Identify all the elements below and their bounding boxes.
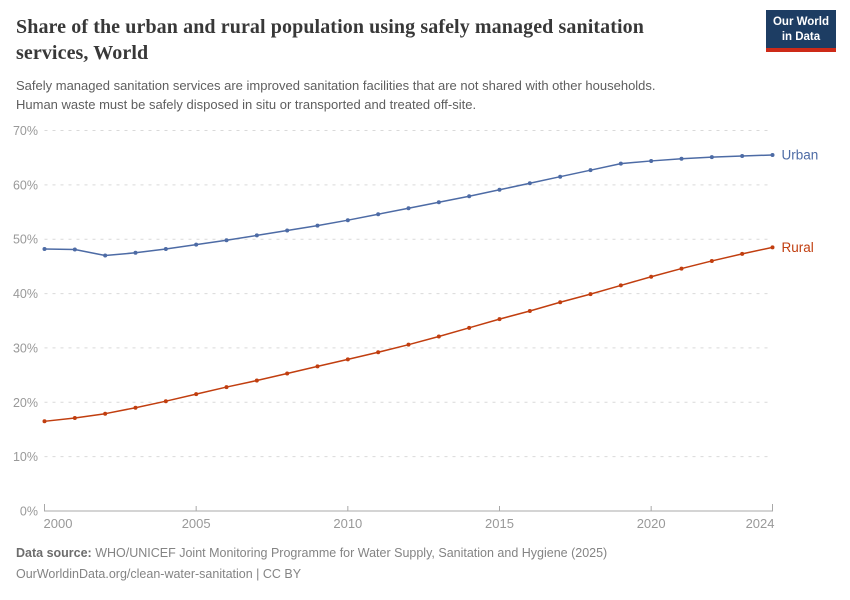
rural-point-2002[interactable] [103,411,108,416]
rural-point-2013[interactable] [436,334,441,339]
urban-point-2018[interactable] [588,168,593,173]
owid-logo-line2: in Data [781,30,821,43]
license-text: CC BY [262,566,302,581]
owid-logo-line1: Our World [772,16,829,28]
urban-point-2003[interactable] [133,250,138,255]
urban-point-2000[interactable] [42,246,47,251]
rural-point-2021[interactable] [679,266,684,271]
rural-point-2016[interactable] [527,308,532,313]
urban-point-2012[interactable] [406,206,411,211]
chart-subtitle: Safely managed sanitation services are i… [16,76,761,115]
rural-point-2005[interactable] [194,392,199,397]
rural-point-2007[interactable] [254,378,259,383]
rural-point-2022[interactable] [709,258,714,263]
rural-point-2004[interactable] [163,399,168,404]
data-source-line: Data source: WHO/UNICEF Joint Monitoring… [16,543,607,564]
urban-point-2021[interactable] [679,156,684,161]
rural-point-2012[interactable] [406,342,411,347]
urban-point-2022[interactable] [709,155,714,160]
data-source-text: WHO/UNICEF Joint Monitoring Programme fo… [91,546,608,560]
rural-point-2000[interactable] [42,419,47,424]
urban-point-2019[interactable] [618,161,623,166]
urban-point-2015[interactable] [497,187,502,192]
x-axis-line [44,504,773,512]
y-tick-label-50: 50% [13,233,38,247]
chart-subtitle-line1: Safely managed sanitation services are i… [16,77,656,93]
y-tick-label-60: 60% [13,178,38,192]
chart-subtitle-line2: Human waste must be safely disposed in s… [16,97,477,113]
rural-point-2010[interactable] [345,357,350,362]
rural-point-2019[interactable] [618,283,623,288]
rural-point-2014[interactable] [467,325,472,330]
x-tick-label-2020: 2020 [637,516,666,531]
urban-point-2024[interactable] [770,152,775,157]
urban-point-2007[interactable] [254,233,259,238]
rural-point-2008[interactable] [285,371,290,376]
rural-point-2020[interactable] [649,274,654,279]
urban-point-2004[interactable] [163,246,168,251]
y-tick-label-40: 40% [13,287,38,301]
x-tick-label-2005: 2005 [182,516,211,531]
data-source-label: Data source: [16,546,92,560]
y-tick-label-20: 20% [13,396,38,410]
chart-title: Share of the urban and rural population … [16,14,761,67]
urban-point-2005[interactable] [194,242,199,247]
attribution-line: OurWorldinData.org/clean-water-sanitatio… [16,564,607,585]
x-tick-label-2015: 2015 [485,516,514,531]
urban-point-2023[interactable] [740,154,745,159]
chart-footer: Data source: WHO/UNICEF Joint Monitoring… [16,543,607,584]
rural-point-2009[interactable] [315,364,320,369]
license-separator: | [252,566,263,581]
x-tick-label-2010: 2010 [333,516,362,531]
rural-point-2018[interactable] [588,292,593,297]
rural-series-line[interactable] [44,246,773,423]
rural-point-2001[interactable] [72,416,77,421]
chart-header: Share of the urban and rural population … [16,14,761,115]
rural-point-2023[interactable] [740,251,745,256]
urban-point-2014[interactable] [467,194,472,199]
urban-series-label[interactable]: Urban [782,147,819,162]
x-tick-label-2000: 2000 [44,516,73,531]
y-tick-label-70: 70% [13,124,38,138]
urban-point-2013[interactable] [436,200,441,205]
y-tick-label-0: 0% [20,505,38,519]
rural-point-2024[interactable] [770,245,775,250]
urban-point-2008[interactable] [285,228,290,233]
chart-title-line1: Share of the urban and rural population … [16,16,644,38]
urban-point-2020[interactable] [649,158,654,163]
urban-point-2009[interactable] [315,223,320,228]
rural-point-2017[interactable] [558,300,563,305]
urban-point-2011[interactable] [376,212,381,217]
x-tick-label-2024: 2024 [746,516,775,531]
rural-point-2011[interactable] [376,350,381,355]
urban-point-2002[interactable] [103,253,108,258]
owid-topic-link[interactable]: OurWorldinData.org/clean-water-sanitatio… [16,566,253,581]
urban-point-2016[interactable] [527,181,532,186]
rural-point-2003[interactable] [133,405,138,410]
chart-title-line2: services, World [16,42,149,65]
y-tick-label-30: 30% [13,341,38,355]
rural-point-2015[interactable] [497,317,502,322]
rural-series-label[interactable]: Rural [782,240,814,255]
owid-logo[interactable]: Our World in Data [765,10,836,52]
urban-point-2010[interactable] [345,218,350,223]
urban-point-2006[interactable] [224,238,229,243]
rural-point-2006[interactable] [224,385,229,390]
urban-series-line[interactable] [44,154,773,257]
urban-point-2017[interactable] [558,174,563,179]
urban-point-2001[interactable] [72,247,77,252]
y-tick-label-10: 10% [13,450,38,464]
